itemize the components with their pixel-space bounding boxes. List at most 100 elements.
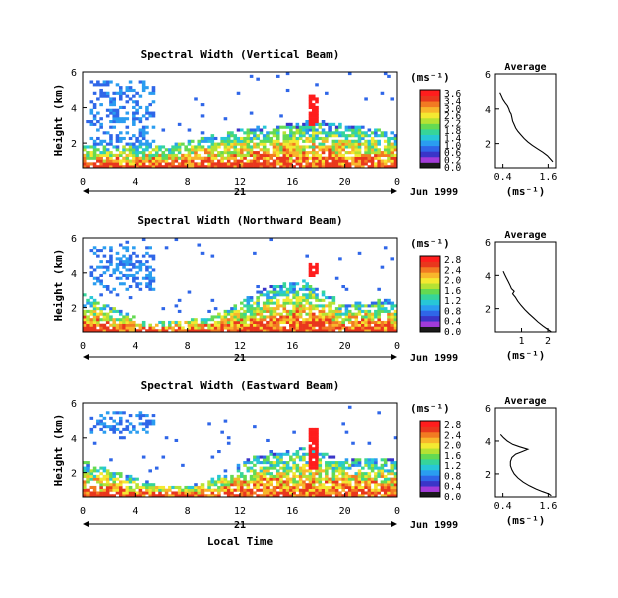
colorbar-swatch xyxy=(420,101,440,108)
heatmap-cell xyxy=(243,463,247,467)
heatmap-cell xyxy=(331,309,336,313)
heatmap-cell xyxy=(164,156,169,160)
heatmap-cell xyxy=(325,145,329,149)
heatmap-cell xyxy=(96,136,100,141)
heatmap-cell xyxy=(308,162,313,166)
heatmap-cell xyxy=(210,323,215,327)
heatmap-cell xyxy=(86,463,90,467)
heatmap-cell xyxy=(292,151,296,155)
heatmap-cell xyxy=(367,441,372,445)
heatmap-cell xyxy=(141,320,146,324)
heatmap-cell xyxy=(164,159,169,163)
heatmap-cell xyxy=(125,249,130,253)
heatmap-cell xyxy=(295,452,300,456)
heatmap-cell xyxy=(377,329,381,333)
heatmap-cell xyxy=(125,315,130,319)
heatmap-cell xyxy=(138,105,143,109)
heatmap-cell xyxy=(374,483,378,487)
heatmap-cell xyxy=(105,151,110,155)
heatmap-cell xyxy=(112,108,117,112)
heatmap-cell xyxy=(213,494,218,498)
heatmap-cell xyxy=(318,472,323,476)
heatmap-cell xyxy=(308,452,313,456)
heatmap-cell xyxy=(171,151,175,155)
heatmap-cell xyxy=(243,145,247,149)
heatmap-cell xyxy=(174,238,179,242)
heatmap-cell xyxy=(194,320,198,324)
heatmap-cell xyxy=(92,485,97,489)
heatmap-cell xyxy=(109,488,113,492)
heatmap-cell xyxy=(361,466,365,470)
heatmap-cell xyxy=(118,131,123,135)
heatmap-cell xyxy=(89,108,94,112)
heatmap-cell xyxy=(354,128,359,132)
heatmap-cell xyxy=(184,162,188,166)
heatmap-cell xyxy=(364,463,368,467)
heatmap-cell xyxy=(151,125,156,129)
heatmap-cell xyxy=(253,458,257,462)
heatmap-cell xyxy=(125,312,130,316)
heatmap-cell xyxy=(305,320,309,324)
heatmap-cell xyxy=(354,145,359,149)
heatmap-cell xyxy=(174,153,179,157)
heatmap-cell xyxy=(315,320,319,324)
heatmap-cell xyxy=(154,165,159,169)
heatmap-cell xyxy=(226,162,231,166)
heatmap-cell xyxy=(125,480,130,484)
heatmap-cell xyxy=(125,148,130,152)
heatmap-cell xyxy=(184,329,188,333)
heatmap-cell xyxy=(393,329,398,333)
heatmap-cell xyxy=(272,145,277,149)
heatmap-cell xyxy=(184,488,188,492)
heatmap-cell xyxy=(334,318,339,322)
date-label: Jun 1999 xyxy=(410,187,458,198)
heatmap-cell xyxy=(266,162,270,166)
heatmap-cell xyxy=(357,301,362,305)
heatmap-cell xyxy=(109,483,113,487)
heatmap-cell xyxy=(246,134,251,138)
colorbar-swatch xyxy=(420,134,440,141)
heatmap-cell xyxy=(132,151,136,155)
heatmap-cell xyxy=(367,466,372,470)
heatmap-cell xyxy=(230,483,234,487)
heatmap-cell xyxy=(275,494,280,498)
heatmap-cell xyxy=(328,301,332,305)
heatmap-cell xyxy=(285,477,290,481)
heatmap-cell xyxy=(236,309,241,313)
heatmap-cell xyxy=(262,329,267,333)
heatmap-cell xyxy=(377,165,381,169)
heatmap-cell xyxy=(334,276,339,280)
heatmap-cell xyxy=(390,466,395,470)
heatmap-cell xyxy=(331,326,336,330)
heatmap-cell xyxy=(374,494,378,498)
heatmap-cell xyxy=(230,153,234,157)
heatmap-cell xyxy=(295,131,300,135)
heatmap-cell xyxy=(246,494,251,498)
heatmap-cell xyxy=(128,477,133,481)
heatmap-cell xyxy=(308,458,313,462)
heatmap-cell xyxy=(122,254,126,258)
heatmap-cell xyxy=(217,315,221,319)
colorbar-swatch xyxy=(420,272,440,279)
heatmap-cell xyxy=(122,491,126,495)
heatmap-cell xyxy=(246,315,251,319)
heatmap-cell xyxy=(102,488,107,492)
heatmap-cell xyxy=(141,86,146,90)
heatmap-cell xyxy=(374,139,378,143)
heatmap-cell xyxy=(308,271,313,275)
heatmap-cell xyxy=(302,447,306,451)
heatmap-cell xyxy=(367,142,372,146)
heatmap-cell xyxy=(305,136,309,141)
heatmap-cell xyxy=(256,472,260,476)
heatmap-cell xyxy=(292,480,296,484)
heatmap-cell xyxy=(383,165,388,169)
heatmap-cell xyxy=(200,139,205,143)
heatmap-cell xyxy=(321,320,326,324)
heatmap-cell xyxy=(269,477,274,481)
heatmap-cell xyxy=(259,472,264,476)
heatmap-cell xyxy=(315,296,319,300)
heatmap-cell xyxy=(132,251,136,255)
heatmap-cell xyxy=(367,320,372,324)
heatmap-cell xyxy=(285,461,290,465)
heatmap-cell xyxy=(279,461,283,465)
